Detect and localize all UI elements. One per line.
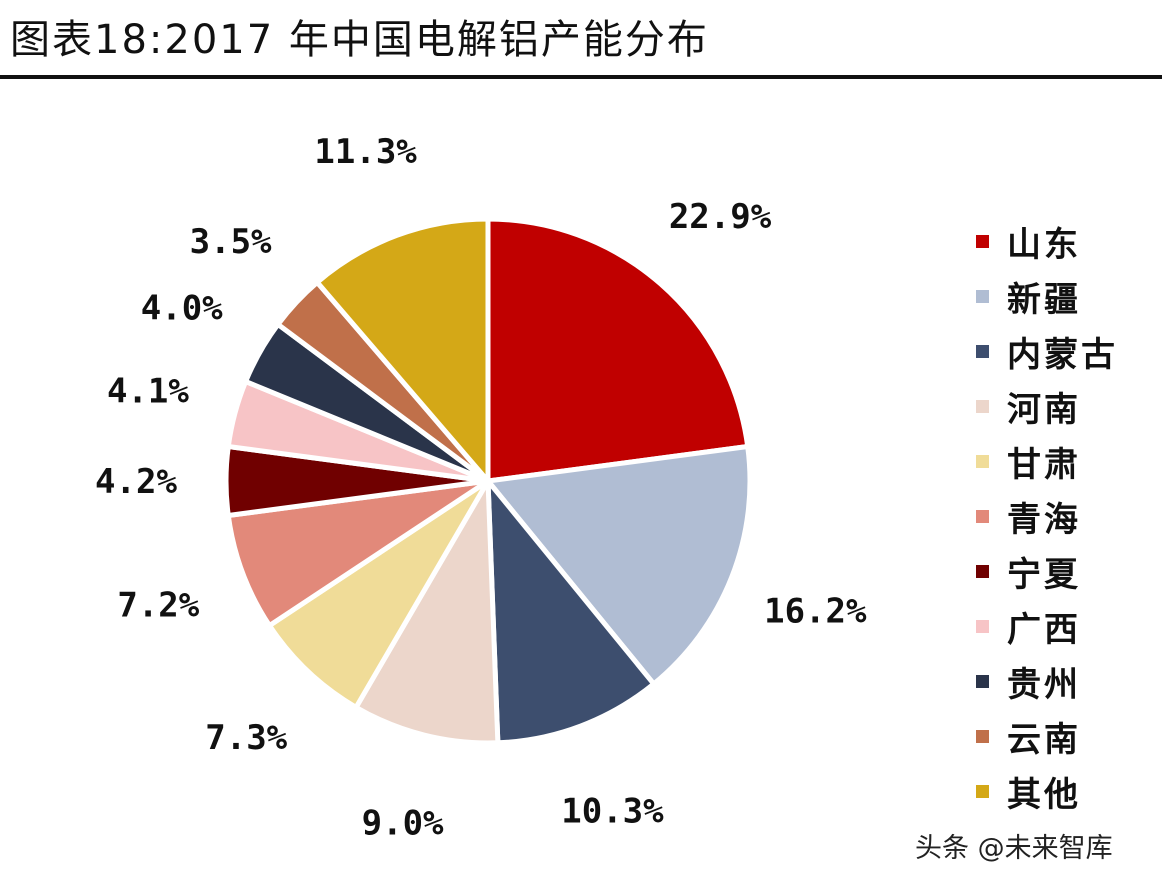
legend-item: 贵州 bbox=[976, 654, 1156, 709]
legend-swatch bbox=[976, 675, 989, 688]
legend-item: 其他 bbox=[976, 764, 1156, 819]
legend-item: 内蒙古 bbox=[976, 324, 1156, 379]
legend-item: 新疆 bbox=[976, 269, 1156, 324]
legend-label: 甘肃 bbox=[1007, 445, 1081, 485]
slice-value-label: 4.2% bbox=[95, 462, 177, 502]
legend-swatch bbox=[976, 345, 989, 358]
pie-slice-2 bbox=[485, 444, 753, 687]
slice-value-label: 4.1% bbox=[107, 371, 189, 411]
pie-slice-4 bbox=[353, 478, 501, 746]
chart-legend: 山东新疆内蒙古河南甘肃青海宁夏广西贵州云南其他 bbox=[976, 214, 1156, 819]
slice-value-label: 16.2% bbox=[764, 592, 867, 632]
slice-value-label: 10.3% bbox=[561, 791, 664, 831]
legend-label: 内蒙古 bbox=[1007, 335, 1118, 375]
chart-title: 图表18:2017 年中国电解铝产能分布 bbox=[10, 17, 709, 63]
legend-label: 山东 bbox=[1007, 225, 1081, 265]
legend-swatch bbox=[976, 785, 989, 798]
legend-swatch bbox=[976, 510, 989, 523]
legend-item: 云南 bbox=[976, 709, 1156, 764]
legend-label: 贵州 bbox=[1007, 665, 1081, 705]
slice-value-label: 9.0% bbox=[362, 804, 444, 844]
legend-label: 广西 bbox=[1007, 610, 1081, 650]
legend-item: 宁夏 bbox=[976, 544, 1156, 599]
legend-swatch bbox=[976, 455, 989, 468]
legend-label: 其他 bbox=[1007, 775, 1081, 815]
legend-item: 甘肃 bbox=[976, 434, 1156, 489]
legend-swatch bbox=[976, 400, 989, 413]
slice-value-label: 7.3% bbox=[205, 718, 287, 758]
legend-item: 山东 bbox=[976, 214, 1156, 269]
legend-label: 新疆 bbox=[1007, 280, 1081, 320]
pie-slice-3 bbox=[485, 478, 657, 746]
title-divider bbox=[0, 75, 1162, 79]
legend-label: 河南 bbox=[1007, 390, 1081, 430]
pie-slice-1 bbox=[485, 216, 751, 484]
legend-item: 青海 bbox=[976, 489, 1156, 544]
legend-label: 青海 bbox=[1007, 500, 1081, 540]
slice-value-label: 3.5% bbox=[190, 222, 272, 262]
watermark-text: 头条 @未来智库 bbox=[915, 833, 1113, 864]
legend-swatch bbox=[976, 565, 989, 578]
legend-swatch bbox=[976, 730, 989, 743]
legend-label: 云南 bbox=[1007, 720, 1081, 760]
slice-value-label: 4.0% bbox=[141, 289, 223, 329]
legend-label: 宁夏 bbox=[1007, 555, 1081, 595]
pie-slice-11 bbox=[314, 216, 491, 484]
slice-value-label: 7.2% bbox=[117, 585, 199, 625]
legend-swatch bbox=[976, 290, 989, 303]
legend-swatch bbox=[976, 235, 989, 248]
legend-item: 河南 bbox=[976, 379, 1156, 434]
legend-item: 广西 bbox=[976, 599, 1156, 654]
legend-swatch bbox=[976, 620, 989, 633]
slice-value-label: 22.9% bbox=[669, 197, 772, 237]
slice-value-label: 11.3% bbox=[314, 132, 417, 172]
